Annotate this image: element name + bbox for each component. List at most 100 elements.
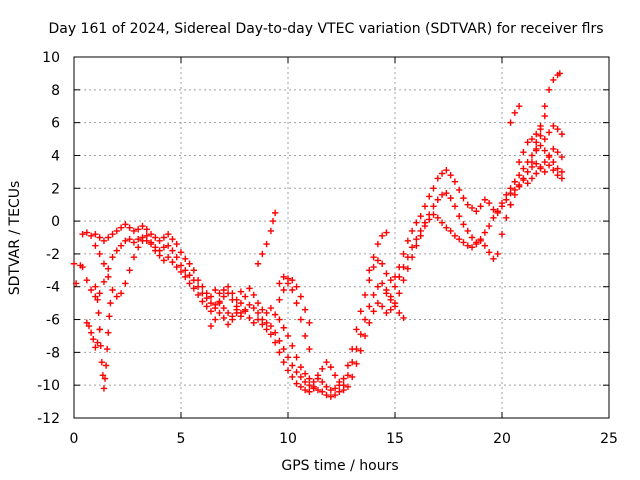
- data-point: [451, 203, 459, 210]
- data-point: [301, 378, 309, 386]
- data-point: [280, 286, 287, 294]
- data-point: [344, 383, 352, 391]
- data-point: [85, 322, 93, 330]
- data-point: [96, 250, 103, 258]
- data-point: [349, 373, 356, 381]
- data-point: [344, 362, 352, 369]
- data-point: [220, 286, 227, 294]
- data-point: [528, 158, 536, 166]
- data-point: [229, 316, 236, 323]
- data-point: [366, 267, 373, 274]
- data-point: [378, 232, 386, 240]
- data-point: [276, 316, 283, 323]
- data-point: [520, 165, 527, 172]
- data-point: [207, 293, 215, 300]
- data-point: [528, 135, 536, 143]
- data-point: [79, 263, 86, 271]
- data-point: [109, 253, 116, 261]
- data-point: [194, 283, 202, 290]
- data-point: [400, 263, 407, 271]
- data-point: [297, 316, 305, 323]
- data-point: [357, 308, 364, 315]
- data-point: [267, 227, 275, 235]
- data-point: [378, 280, 386, 287]
- data-point: [541, 103, 548, 110]
- data-point: [271, 209, 279, 217]
- chart-title: Day 161 of 2024, Sidereal Day-to-day VTE…: [48, 21, 603, 37]
- data-point: [105, 265, 112, 272]
- data-point: [537, 126, 544, 133]
- data-point: [267, 322, 275, 330]
- data-point: [319, 388, 326, 395]
- data-point: [94, 296, 101, 304]
- data-point: [434, 196, 441, 203]
- data-point: [177, 262, 185, 269]
- data-point: [545, 152, 553, 159]
- data-point: [558, 168, 566, 176]
- data-point: [515, 103, 523, 110]
- data-point: [396, 309, 403, 317]
- data-point: [533, 170, 540, 177]
- data-point: [250, 319, 257, 327]
- data-point: [370, 253, 377, 261]
- data-point: [103, 345, 111, 353]
- data-point: [319, 365, 326, 372]
- data-point: [456, 212, 463, 220]
- data-point: [327, 363, 334, 371]
- data-point: [396, 290, 403, 297]
- data-point: [297, 363, 305, 371]
- data-point: [100, 385, 108, 392]
- data-point: [147, 239, 155, 246]
- y-tick-label: -8: [46, 345, 60, 361]
- data-point: [374, 257, 382, 264]
- data-point: [259, 250, 266, 258]
- data-point: [310, 383, 317, 391]
- data-point: [242, 308, 249, 315]
- data-point: [122, 237, 129, 244]
- y-tick-label: 10: [42, 50, 60, 66]
- data-point: [97, 342, 104, 349]
- data-point: [537, 165, 544, 172]
- data-point: [558, 130, 566, 138]
- data-point: [485, 199, 493, 207]
- data-point: [550, 122, 557, 130]
- data-point: [421, 222, 429, 230]
- data-point: [289, 342, 296, 349]
- data-point: [558, 175, 566, 182]
- data-point: [293, 368, 300, 376]
- data-point: [464, 242, 471, 249]
- data-point: [173, 240, 180, 248]
- data-point: [533, 160, 540, 167]
- data-point: [293, 299, 300, 307]
- data-point: [229, 296, 236, 304]
- data-point: [443, 167, 450, 174]
- data-point: [113, 293, 120, 300]
- data-point: [109, 231, 116, 238]
- data-point: [383, 309, 390, 317]
- data-point: [135, 244, 142, 251]
- data-point: [276, 280, 283, 287]
- data-point: [246, 314, 253, 322]
- data-point: [70, 260, 78, 267]
- data-point: [95, 309, 102, 317]
- data-point: [361, 332, 369, 340]
- data-point: [280, 324, 287, 331]
- data-point: [160, 234, 168, 241]
- data-point: [387, 276, 394, 284]
- x-tick-label: 10: [279, 431, 297, 447]
- data-point: [83, 229, 91, 236]
- data-point: [498, 231, 506, 238]
- data-point: [515, 183, 523, 190]
- data-point: [289, 286, 296, 294]
- data-point: [503, 214, 510, 222]
- data-point: [289, 373, 296, 381]
- data-point: [468, 204, 476, 212]
- data-point: [96, 326, 103, 333]
- data-point: [113, 247, 120, 254]
- data-point: [105, 273, 112, 281]
- data-point: [100, 260, 108, 267]
- data-point: [383, 270, 390, 277]
- data-point: [289, 276, 296, 284]
- data-point: [477, 235, 484, 243]
